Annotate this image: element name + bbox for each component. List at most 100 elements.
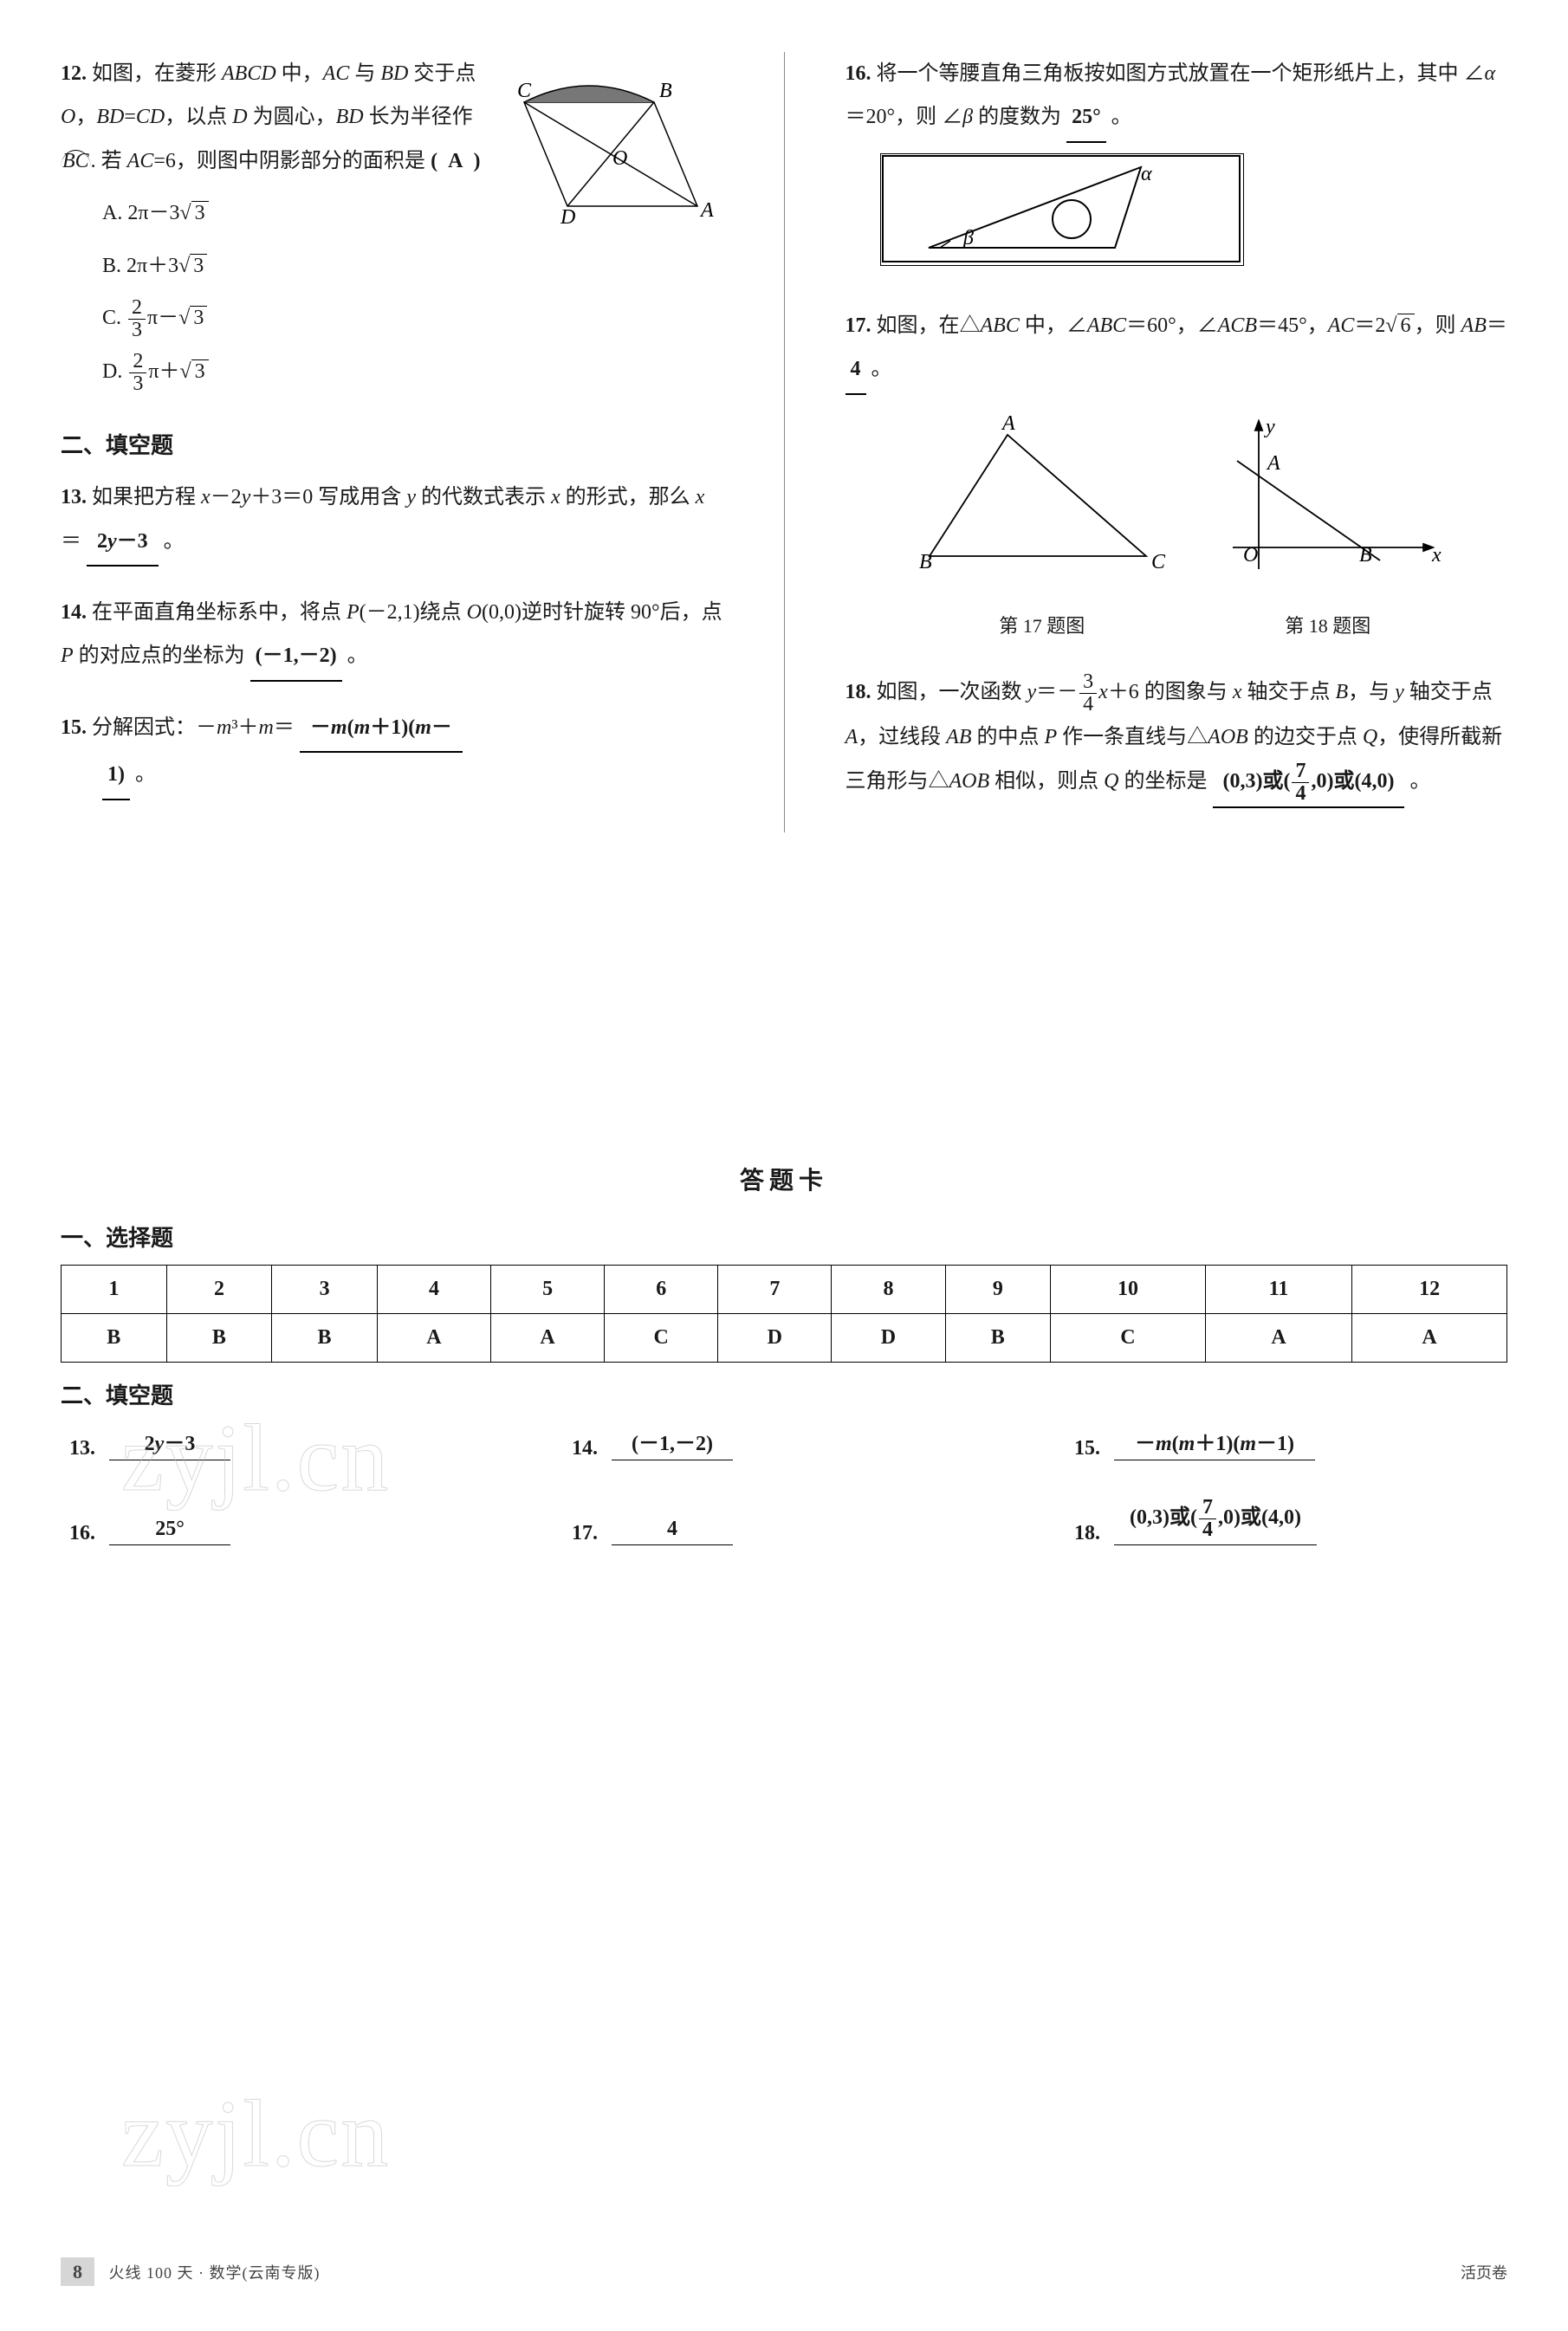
hdr-7: 7 xyxy=(718,1265,832,1313)
left-column: 12. 如图，在菱形 ABCD 中，AC 与 BD 交于点 O，BD=CD，以点… xyxy=(61,52,723,832)
svg-text:O: O xyxy=(612,147,627,170)
svg-text:x: x xyxy=(1431,544,1442,567)
question-15: 15. 分解因式：－m³＋m＝ －m(m＋1)(m－ 1) 。 xyxy=(61,706,723,800)
fill-17-ans: 4 xyxy=(612,1518,733,1545)
fill-16-ans: 25° xyxy=(109,1518,230,1545)
optd-pre: D. xyxy=(102,360,127,383)
q12-option-b: B. 2π＋33 xyxy=(102,244,481,288)
svg-text:O: O xyxy=(1243,544,1258,567)
hdr-1: 1 xyxy=(62,1265,167,1313)
q17-post: 。 xyxy=(871,358,892,380)
ans-8: D xyxy=(832,1313,945,1362)
q16-diagram: α β xyxy=(880,153,1244,266)
table-row: B B B A A C D D B C A A xyxy=(62,1313,1507,1362)
hdr-11: 11 xyxy=(1205,1265,1351,1313)
svg-text:B: B xyxy=(659,80,672,102)
hdr-4: 4 xyxy=(377,1265,490,1313)
q12-text: 如图，在菱形 ABCD 中，AC 与 BD 交于点 O，BD=CD，以点 D 为… xyxy=(61,62,476,172)
ans-2: B xyxy=(166,1313,272,1362)
fill-18-ans: (0,3)或(74,0)或(4,0) xyxy=(1114,1497,1317,1545)
answer-card-title: 答题卡 xyxy=(61,1162,1507,1196)
svg-text:A: A xyxy=(1001,412,1015,435)
svg-text:B: B xyxy=(919,551,932,573)
q13-number: 13. xyxy=(61,486,87,508)
alpha-label: α xyxy=(1141,163,1152,185)
question-14: 14. 在平面直角坐标系中，将点 P(－2,1)绕点 O(0,0)逆时针旋转 9… xyxy=(61,591,723,682)
q12-answer-paren: ( A ) xyxy=(431,139,480,183)
question-17: 17. 如图，在△ABC 中，∠ABC＝60°，∠ACB＝45°，AC＝26，则… xyxy=(846,304,1508,646)
two-column-layout: 12. 如图，在菱形 ABCD 中，AC 与 BD 交于点 O，BD=CD，以点… xyxy=(61,52,1507,832)
footer-right: 活页卷 xyxy=(1461,2261,1507,2283)
q14-answer: (－1,－2) xyxy=(250,634,342,681)
fill-13-ans: 2y－3 xyxy=(109,1426,230,1460)
q16-text: 将一个等腰直角三角板按如图方式放置在一个矩形纸片上，其中 ∠α＝20°，则 ∠β… xyxy=(846,62,1496,128)
column-divider xyxy=(784,52,785,832)
fill-15: 15. －m(m＋1)(m－1) xyxy=(1074,1426,1507,1460)
ans-7: D xyxy=(718,1313,832,1362)
q12-diagram: C B A D O xyxy=(498,59,723,232)
ans-6: C xyxy=(605,1313,718,1362)
q12-option-a: A. 2π－33 xyxy=(102,191,481,235)
q18-post: 。 xyxy=(1409,770,1430,793)
right-column: 16. 将一个等腰直角三角板按如图方式放置在一个矩形纸片上，其中 ∠α＝20°，… xyxy=(846,52,1508,832)
q17-caption: 第 17 题图 xyxy=(904,606,1181,646)
optc-pre: C. xyxy=(102,307,126,329)
q17-text: 如图，在△ABC 中，∠ABC＝60°，∠ACB＝45°，AC＝26，则 AB＝ xyxy=(877,314,1507,337)
hdr-12: 12 xyxy=(1352,1265,1507,1313)
question-18: 18. 如图，一次函数 y＝－34x＋6 的图象与 x 轴交于点 B，与 y 轴… xyxy=(846,670,1508,808)
q16-post: 。 xyxy=(1111,106,1132,128)
q13-post: 。 xyxy=(164,530,185,553)
hdr-10: 10 xyxy=(1051,1265,1206,1313)
ans-9: B xyxy=(945,1313,1051,1362)
q18-text: 如图，一次函数 y＝－34x＋6 的图象与 x 轴交于点 B，与 y 轴交于点 … xyxy=(846,681,1503,793)
section2-heading: 二、填空题 xyxy=(61,428,723,460)
ans-4: A xyxy=(377,1313,490,1362)
q17-answer: 4 xyxy=(846,347,866,394)
svg-text:A: A xyxy=(1266,452,1280,475)
footer-label: 火线 100 天 · 数学(云南专版) xyxy=(109,2264,321,2282)
ac-section1: 一、选择题 xyxy=(61,1221,1507,1253)
q18-caption: 第 18 题图 xyxy=(1207,606,1449,646)
question-16: 16. 将一个等腰直角三角板按如图方式放置在一个矩形纸片上，其中 ∠α＝20°，… xyxy=(846,52,1508,280)
q16-number: 16. xyxy=(846,62,871,85)
answer-card: 答题卡 一、选择题 1 2 3 4 5 6 7 8 9 10 11 12 B B… xyxy=(61,1162,1507,1545)
q12-number: 12. xyxy=(61,62,87,85)
q18-number: 18. xyxy=(846,681,871,703)
hdr-5: 5 xyxy=(491,1265,605,1313)
fill-14: 14. (－1,－2) xyxy=(572,1426,1005,1460)
q12-answer: A xyxy=(448,150,463,172)
table-row: 1 2 3 4 5 6 7 8 9 10 11 12 xyxy=(62,1265,1507,1313)
q12-option-d: D. 23π＋3 xyxy=(102,350,481,395)
q17-diagram: A B C 第 17 题图 xyxy=(904,409,1181,647)
fill-14-ans: (－1,－2) xyxy=(612,1426,733,1460)
question-12: 12. 如图，在菱形 ABCD 中，AC 与 BD 交于点 O，BD=CD，以点… xyxy=(61,52,723,404)
beta-label: β xyxy=(962,227,974,249)
svg-text:y: y xyxy=(1264,416,1275,438)
page-number: 8 xyxy=(61,2257,94,2286)
q16-answer: 25° xyxy=(1066,95,1106,142)
svg-text:C: C xyxy=(1151,551,1166,573)
q15-post: 。 xyxy=(135,763,156,786)
q17-number: 17. xyxy=(846,314,871,337)
ans-1: B xyxy=(62,1313,167,1362)
ans-10: C xyxy=(1051,1313,1206,1362)
hdr-8: 8 xyxy=(832,1265,945,1313)
ac-section2: 二、填空题 xyxy=(61,1378,1507,1410)
hdr-3: 3 xyxy=(272,1265,378,1313)
ans-11: A xyxy=(1205,1313,1351,1362)
fill-13: 13. 2y－3 xyxy=(69,1426,502,1460)
fill-answer-grid: 13. 2y－3 14. (－1,－2) 15. －m(m＋1)(m－1) 16… xyxy=(61,1426,1507,1545)
q15-text: 分解因式：－m³＋m＝ xyxy=(92,716,300,739)
fill-17: 17. 4 xyxy=(572,1497,1005,1545)
svg-text:A: A xyxy=(699,199,714,222)
question-13: 13. 如果把方程 x－2y＋3＝0 写成用含 y 的代数式表示 x 的形式，那… xyxy=(61,476,723,567)
q14-text: 在平面直角坐标系中，将点 P(－2,1)绕点 O(0,0)逆时针旋转 90°后，… xyxy=(61,601,722,667)
page-footer: 8 火线 100 天 · 数学(云南专版) 活页卷 xyxy=(61,2261,1507,2283)
svg-text:C: C xyxy=(517,80,532,102)
fill-18: 18. (0,3)或(74,0)或(4,0) xyxy=(1074,1497,1507,1545)
ans-3: B xyxy=(272,1313,378,1362)
q15-number: 15. xyxy=(61,716,87,739)
watermark-2: zyjl.cn xyxy=(121,2079,390,2189)
hdr-9: 9 xyxy=(945,1265,1051,1313)
choice-answer-table: 1 2 3 4 5 6 7 8 9 10 11 12 B B B A A C D… xyxy=(61,1265,1507,1363)
